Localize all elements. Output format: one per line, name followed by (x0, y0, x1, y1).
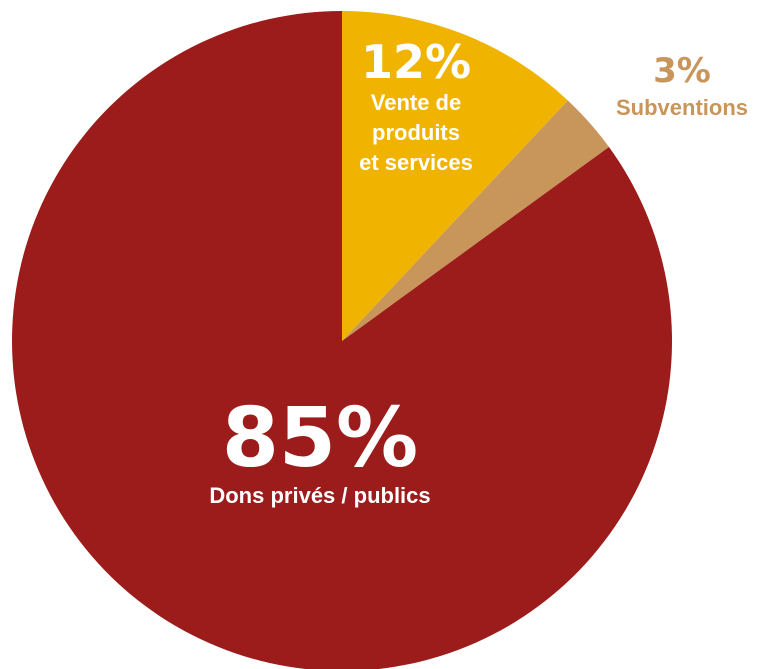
label-dons: 85% Dons privés / publics (209, 391, 430, 508)
slice-percent-subventions: 3% (653, 51, 711, 91)
pie-slice-dons (12, 11, 672, 669)
label-subventions: 3% Subventions (616, 51, 748, 120)
slice-label-subventions: Subventions (616, 95, 748, 120)
slice-label-vente-line2: produits (372, 120, 460, 145)
slice-label-dons: Dons privés / publics (209, 483, 430, 508)
slice-label-vente-line1: Vente de (371, 90, 461, 115)
slice-label-vente-line3: et services (359, 150, 473, 175)
slice-percent-vente: 12% (361, 35, 471, 89)
slice-percent-dons: 85% (222, 391, 418, 486)
pie-slice-vente (342, 11, 568, 341)
pie-slices (12, 11, 672, 669)
pie-slice-subventions (342, 100, 609, 341)
label-vente: 12% Vente de produits et services (359, 35, 473, 175)
